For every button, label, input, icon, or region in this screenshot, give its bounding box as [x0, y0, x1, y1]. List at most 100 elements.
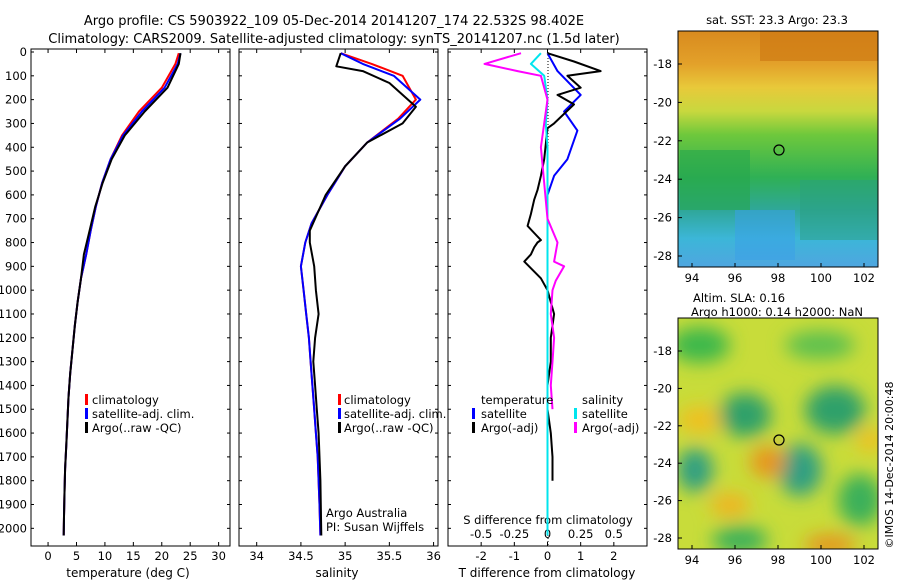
depth-tick-label: 1300	[0, 355, 27, 369]
x-tick-label: 35	[338, 549, 353, 563]
credit-pi: PI: Susan Wijffels	[326, 520, 424, 534]
legend-label-argo: Argo(..raw -QC)	[344, 421, 434, 435]
map-y-tick-label: -26	[653, 494, 672, 508]
map-y-tick-label: -20	[653, 381, 672, 395]
map-y-tick-label: -26	[653, 211, 672, 225]
s-tick-label: -0.25	[499, 527, 529, 541]
x-tick-label: 15	[126, 549, 141, 563]
legend-label-s-argo: Argo(-adj)	[582, 421, 639, 435]
difference-xlabel: T difference from climatology	[458, 566, 636, 580]
legend-swatch-argo	[338, 422, 341, 433]
series-line	[299, 52, 422, 536]
difference-x-axis: -2 -1 0 1 2-0.5 -0.25 0 0.25 0.5	[470, 49, 623, 563]
difference-legend: temperature salinity satellite Argo(-adj…	[472, 393, 639, 435]
series-line	[308, 52, 417, 536]
map-x-tick-label: 98	[771, 271, 786, 285]
map-x-tick-label: 94	[685, 271, 700, 285]
legend-swatch-t-satellite	[472, 408, 475, 419]
x-tick-label: 34	[249, 549, 264, 563]
depth-tick-label: 0	[20, 45, 27, 59]
depth-tick-label: 2000	[0, 521, 27, 535]
sla-map-title-1: Altim. SLA: 0.16	[693, 291, 785, 305]
legend-label-s-satellite: satellite	[582, 407, 628, 421]
difference-series-group	[483, 52, 602, 536]
temperature-series-group	[62, 52, 182, 536]
map-x-tick-label: 100	[810, 271, 832, 285]
map-y-tick-label: -28	[653, 531, 672, 545]
map-x-tick-label: 100	[810, 553, 832, 567]
depth-tick-label: 1700	[0, 450, 27, 464]
sla-low-5	[678, 448, 713, 492]
depth-tick-label: 300	[5, 116, 27, 130]
legend-label-climatology: climatology	[92, 393, 159, 407]
sla-low-2	[785, 331, 855, 359]
sla-high-3	[710, 493, 750, 517]
sla-low-4	[805, 386, 865, 434]
sst-map	[678, 31, 878, 267]
sla-argo-location-marker	[773, 434, 785, 446]
depth-tick-label: 700	[5, 212, 27, 226]
title-line-2: Climatology: CARS2009. Satellite-adjuste…	[48, 32, 620, 47]
x-tick-label: -1	[509, 549, 520, 563]
s-tick-label: -0.5	[470, 527, 492, 541]
credit-argo-australia: Argo Australia	[326, 506, 407, 520]
depth-tick-label: 1500	[0, 402, 27, 416]
map-x-tick-label: 98	[771, 553, 786, 567]
series-line	[62, 52, 180, 536]
x-tick-label: 1	[577, 549, 584, 563]
map-x-tick-label: 102	[853, 553, 875, 567]
sla-map-title-2: Argo h1000: 0.14 h2000: NaN	[691, 305, 863, 319]
sla-low-1	[678, 327, 730, 363]
legend-label-satellite: satellite-adj. clim.	[344, 407, 446, 421]
salinity-series-group	[299, 52, 422, 536]
depth-tick-label: 400	[5, 140, 27, 154]
map-y-tick-label: -18	[653, 344, 672, 358]
sst-map-title: sat. SST: 23.3 Argo: 23.3	[706, 13, 848, 27]
depth-tick-label: 900	[5, 259, 27, 273]
x-tick-label: 0	[544, 549, 551, 563]
x-tick-label: 0	[44, 549, 51, 563]
s-tick-label: 0.5	[605, 527, 623, 541]
title-line-1: Argo profile: CS 5903922_109 05-Dec-2014…	[84, 14, 584, 29]
sla-low-8	[712, 526, 768, 549]
series-line	[483, 52, 566, 410]
legend-swatch-s-argo	[574, 422, 577, 433]
sla-high-2	[750, 446, 786, 478]
temperature-panel-frame	[30, 48, 231, 547]
map-x-tick-label: 94	[685, 553, 700, 567]
series-line	[62, 53, 182, 536]
x-tick-label: 20	[154, 549, 169, 563]
x-tick-label: 5	[73, 549, 80, 563]
map-x-tick-label: 102	[853, 271, 875, 285]
legend-swatch-climatology	[338, 394, 341, 405]
sla-high-1	[678, 406, 722, 434]
legend-swatch-satellite	[338, 408, 341, 419]
x-tick-label: 30	[211, 549, 226, 563]
x-tick-label: 36	[426, 549, 441, 563]
temperature-legend: climatology satellite-adj. clim. Argo(..…	[85, 393, 194, 435]
sst-cool-patch	[680, 150, 750, 210]
legend-label-satellite: satellite-adj. clim.	[92, 407, 194, 421]
sla-low-6	[778, 444, 822, 496]
x-tick-label: -2	[475, 549, 486, 563]
legend-swatch-s-satellite	[574, 408, 577, 419]
salinity-x-axis: 34 34.5 35 35.5 36	[249, 49, 441, 563]
depth-tick-label: 1200	[0, 331, 27, 345]
depth-tick-label: 200	[5, 93, 27, 107]
x-tick-label: 34.5	[288, 549, 314, 563]
map-y-tick-label: -28	[653, 249, 672, 263]
depth-tick-label: 1000	[0, 283, 27, 297]
sla-low-3	[719, 393, 771, 437]
temperature-xlabel: temperature (deg C)	[66, 566, 189, 580]
temperature-x-axis: 0 5 10 15 20 25 30	[44, 49, 226, 563]
depth-tick-label: 100	[5, 69, 27, 83]
x-tick-label: 35.5	[377, 549, 403, 563]
depth-tick-label: 1900	[0, 498, 27, 512]
sla-map	[678, 318, 878, 549]
salinity-legend: climatology satellite-adj. clim. Argo(..…	[338, 393, 446, 435]
legend-label-t-satellite: satellite	[481, 407, 527, 421]
sla-map-axes: -18 -20 -22 -24 -26 -28 94 96 98 100 102	[653, 344, 875, 567]
legend-swatch-satellite	[85, 408, 88, 419]
depth-tick-label: 1400	[0, 378, 27, 392]
